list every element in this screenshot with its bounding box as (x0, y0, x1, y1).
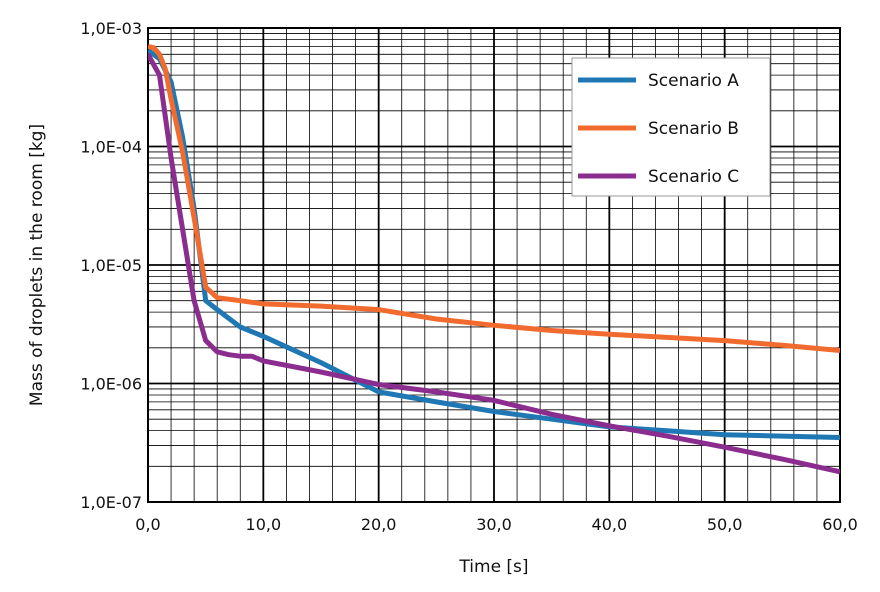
plot-frame (147, 27, 841, 503)
x-tick-label: 20,0 (361, 515, 397, 534)
x-tick-label: 30,0 (476, 515, 512, 534)
series-line-1 (148, 48, 840, 440)
ticks: 0,0 10,0 20,0 30,0 40,0 50,0 60,0 1,0E-07 1,0E-0… (80, 19, 858, 534)
x-tick-label: 0,0 (135, 515, 160, 534)
series-line-3 (148, 53, 840, 475)
x-tick-label: 50,0 (707, 515, 743, 534)
y-axis-label: Mass of droplets in the room [kg] (27, 124, 47, 406)
legend-label-2: Scenario B (648, 119, 739, 139)
x-tick-label: 40,0 (592, 515, 628, 534)
x-tick-label: 10,0 (246, 515, 282, 534)
x-tick-label: 60,0 (822, 515, 858, 534)
series-group (148, 43, 840, 475)
y-tick-label: 1,0E-06 (80, 375, 142, 394)
legend-label-1: Scenario A (648, 71, 739, 91)
x-axis-label: Time [s] (458, 557, 528, 577)
y-tick-label: 1,0E-03 (80, 19, 142, 38)
legend: Scenario A Scenario B Scenario C (571, 57, 771, 197)
y-tick-label: 1,0E-05 (80, 256, 142, 275)
legend-label-3: Scenario C (648, 167, 739, 187)
series-line-2 (148, 43, 840, 353)
y-tick-label: 1,0E-07 (80, 493, 142, 512)
y-tick-label: 1,0E-04 (80, 138, 142, 157)
